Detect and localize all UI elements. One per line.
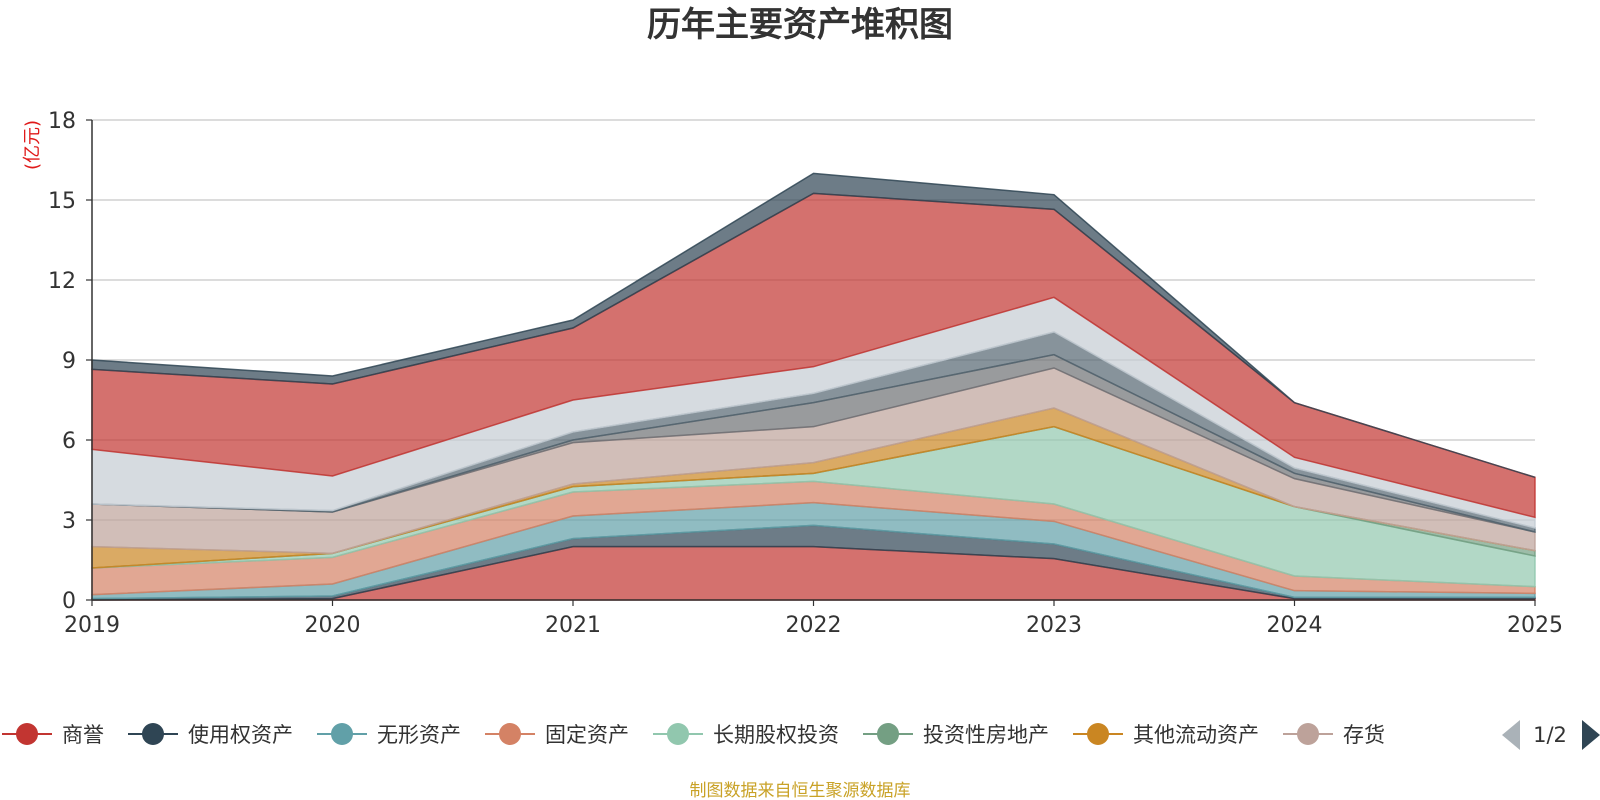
legend-label: 其他流动资产 (1133, 723, 1259, 747)
legend-item[interactable]: 使用权资产 (128, 723, 293, 747)
y-axis-unit-label: (亿元) (22, 120, 43, 170)
legend-item[interactable]: 存货 (1283, 723, 1385, 747)
x-tick-label: 2021 (545, 613, 601, 638)
y-tick-label: 3 (62, 509, 76, 534)
y-tick-label: 6 (62, 429, 76, 454)
legend-item[interactable]: 无形资产 (317, 723, 461, 747)
legend-label: 固定资产 (545, 723, 629, 747)
legend-marker-icon (1297, 723, 1319, 745)
legend-item[interactable]: 其他流动资产 (1073, 723, 1259, 747)
stacked-areas (91, 172, 1536, 601)
chart-title: 历年主要资产堆积图 (647, 5, 953, 45)
legend-item[interactable]: 固定资产 (485, 723, 629, 747)
legend-item[interactable]: 长期股权投资 (653, 723, 839, 747)
legend-label: 投资性房地产 (923, 723, 1049, 747)
x-tick-label: 2019 (64, 613, 120, 638)
y-tick-label: 12 (48, 269, 76, 294)
legend-item[interactable]: 投资性房地产 (863, 723, 1049, 747)
legend-marker-icon (499, 723, 521, 745)
x-tick-label: 2024 (1267, 613, 1323, 638)
legend-pager: 1/2 (1502, 720, 1600, 750)
legend-item[interactable]: 商誉 (2, 723, 104, 747)
pager-text: 1/2 (1533, 723, 1567, 747)
axes: 0 3 6 9 12 15 18 2019 2020 2021 2022 2023 2024 2025 (48, 109, 1563, 638)
x-tick-label: 2023 (1026, 613, 1082, 638)
triangle-right-icon[interactable] (1582, 720, 1600, 750)
legend-label: 使用权资产 (188, 723, 293, 747)
y-tick-label: 0 (62, 589, 76, 614)
y-tick-label: 15 (48, 189, 76, 214)
legend-label: 存货 (1343, 723, 1385, 747)
legend-marker-icon (142, 723, 164, 745)
source-note: 制图数据来自恒生聚源数据库 (690, 781, 911, 800)
x-tick-label: 2025 (1507, 613, 1563, 638)
legend-marker-icon (331, 723, 353, 745)
x-tick-label: 2022 (786, 613, 842, 638)
legend-label: 长期股权投资 (713, 723, 839, 747)
triangle-left-icon[interactable] (1502, 720, 1520, 750)
legend-marker-icon (877, 723, 899, 745)
y-tick-label: 18 (48, 109, 76, 134)
area-series (91, 172, 1536, 479)
legend-marker-icon (16, 723, 38, 745)
y-tick-label: 9 (62, 349, 76, 374)
legend-label: 商誉 (62, 723, 104, 747)
legend: 商誉 使用权资产 无形资产 固定资产 长期股权投资 投资性房地产 其他流动资产 存货 (2, 723, 1385, 747)
x-tick-label: 2020 (305, 613, 361, 638)
legend-marker-icon (667, 723, 689, 745)
legend-marker-icon (1087, 723, 1109, 745)
legend-label: 无形资产 (377, 723, 461, 747)
